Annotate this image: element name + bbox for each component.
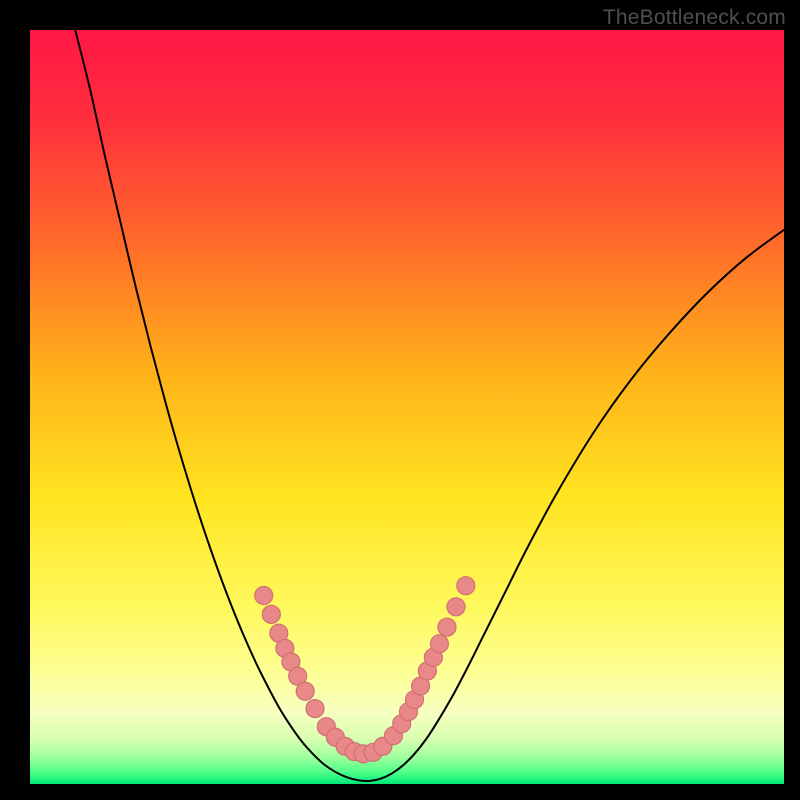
data-marker [296,682,314,700]
data-marker [438,618,456,636]
data-marker [457,577,475,595]
marker-group [255,577,475,763]
chart-svg [0,0,800,800]
data-marker [255,587,273,605]
data-marker [430,635,448,653]
data-marker [262,605,280,623]
data-marker [447,598,465,616]
data-marker [306,700,324,718]
